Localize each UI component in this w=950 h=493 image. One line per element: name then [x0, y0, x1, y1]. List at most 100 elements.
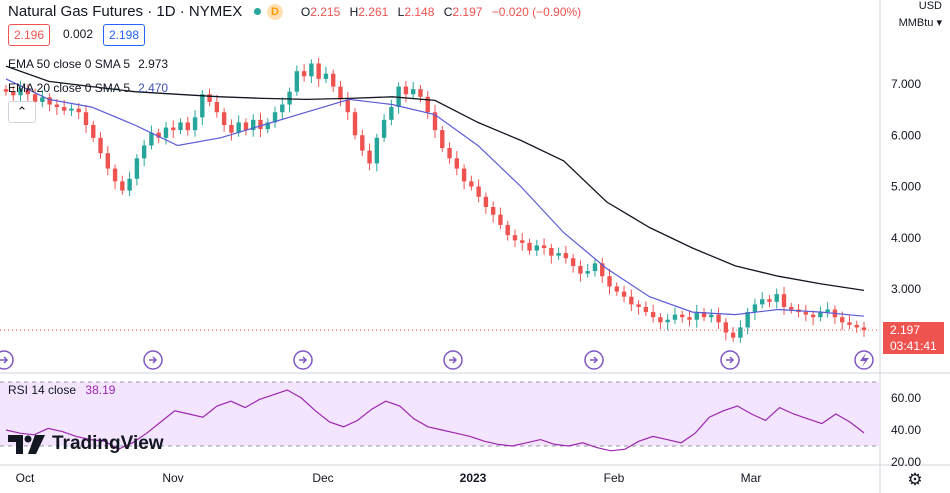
- candle-body: [541, 245, 547, 248]
- bar-countdown: 03:41:41: [883, 338, 944, 354]
- candle-body: [25, 88, 31, 95]
- candle-body: [767, 299, 772, 302]
- indicator-ema20[interactable]: EMA 20 close 0 SMA 5 2.470: [8, 81, 168, 95]
- candle-body: [156, 132, 161, 138]
- candle-body: [207, 94, 212, 102]
- ema20-label: EMA 20 close 0 SMA 5: [8, 81, 131, 95]
- candle-body: [738, 327, 743, 338]
- candle-body: [498, 214, 503, 225]
- candle-body: [309, 63, 314, 77]
- candle-body: [854, 324, 859, 328]
- candle-body: [105, 153, 110, 169]
- candles: [3, 57, 867, 344]
- collapse-indicators-button[interactable]: ⌃: [8, 101, 36, 123]
- settings-gear-icon[interactable]: ⚙: [907, 470, 923, 489]
- candle-body: [112, 168, 118, 182]
- candle-body: [410, 89, 416, 95]
- candle-body: [527, 242, 532, 251]
- candle-body: [672, 314, 678, 320]
- rsi-tick-label: 40.00: [891, 423, 921, 437]
- sell-button[interactable]: 2.196: [8, 24, 51, 46]
- candle-body: [701, 312, 707, 318]
- buy-button[interactable]: 2.198: [103, 24, 146, 46]
- time-tick-label: Dec: [312, 471, 333, 485]
- candle-body: [83, 112, 89, 125]
- ema50-value: 2.973: [138, 57, 169, 71]
- candle-body: [76, 108, 81, 113]
- candle-body: [98, 137, 103, 154]
- candle-body: [614, 286, 619, 292]
- candle-body: [272, 112, 278, 123]
- rsi-tick-label: 20.00: [891, 455, 921, 469]
- candle-body: [265, 122, 270, 130]
- candle-body: [781, 294, 787, 307]
- rsi-band: [0, 382, 880, 446]
- candle-body: [54, 104, 60, 108]
- candle-body: [374, 137, 380, 164]
- low-value: 2.148: [404, 5, 435, 19]
- dividend-marker-icon: [293, 350, 313, 370]
- candle-body: [18, 88, 23, 96]
- candle-body: [687, 317, 692, 320]
- candle-body: [331, 73, 336, 87]
- candle-body: [512, 235, 518, 241]
- candle-body: [287, 91, 292, 105]
- dividend-marker-icon: [0, 350, 14, 370]
- candle-body: [338, 86, 343, 100]
- candle-body: [665, 319, 670, 323]
- candle-body: [520, 240, 525, 243]
- candle-body: [214, 101, 220, 113]
- candle-body: [389, 107, 394, 120]
- candle-body: [200, 94, 205, 118]
- delayed-badge[interactable]: D: [267, 4, 284, 21]
- candle-body: [243, 122, 249, 131]
- candle-body: [40, 97, 45, 102]
- candle-body: [752, 304, 758, 313]
- rsi-line: [5, 389, 865, 452]
- candle-body: [418, 89, 423, 97]
- candle-body: [120, 181, 125, 191]
- candle-body: [221, 112, 227, 125]
- candle-body: [163, 127, 169, 138]
- candle-body: [403, 86, 409, 95]
- candle-body: [861, 327, 867, 331]
- candle-body: [432, 112, 438, 131]
- candle-body: [61, 107, 67, 111]
- indicator-ema50[interactable]: EMA 50 close 0 SMA 5 2.973: [8, 57, 168, 71]
- candle-body: [294, 71, 300, 92]
- candle-body: [636, 304, 641, 307]
- candle-body: [847, 322, 852, 325]
- tradingview-logo[interactable]: TradingView: [8, 432, 164, 456]
- candle-body: [316, 63, 321, 79]
- dividend-marker-icon: [143, 350, 163, 370]
- close-value: 2.197: [452, 5, 483, 19]
- symbol-title[interactable]: Natural Gas Futures · 1D · NYMEX: [8, 3, 243, 20]
- candle-body: [69, 108, 74, 111]
- candle-body: [803, 312, 809, 315]
- candle-body: [192, 117, 198, 131]
- candle-body: [461, 168, 467, 182]
- currency-label[interactable]: USD: [918, 0, 942, 12]
- candle-body: [381, 119, 387, 138]
- tradingview-logo-icon: [8, 435, 45, 454]
- high-value: 2.261: [358, 5, 389, 19]
- dividend-marker-arrow: [449, 356, 458, 364]
- price-tick-label: 3.000: [891, 282, 921, 296]
- candle-body: [505, 224, 510, 236]
- candle-body: [149, 132, 154, 146]
- candle-body: [134, 158, 140, 179]
- rsi-label: RSI 14 close: [8, 383, 77, 397]
- market-status-dot: [254, 7, 262, 15]
- price-tick-label: 4.000: [891, 231, 921, 245]
- ema20-value: 2.470: [138, 81, 169, 95]
- candle-body: [810, 314, 816, 318]
- rsi-legend[interactable]: RSI 14 close 38.19: [8, 383, 115, 397]
- candle-body: [723, 322, 729, 333]
- unit-label[interactable]: MMBtu ▾: [898, 17, 942, 29]
- rsi-tick-label: 60.00: [891, 391, 921, 405]
- candle-body: [447, 148, 452, 159]
- rsi-value: 38.19: [85, 383, 116, 397]
- candle-body: [11, 91, 16, 96]
- candle-body: [352, 112, 358, 136]
